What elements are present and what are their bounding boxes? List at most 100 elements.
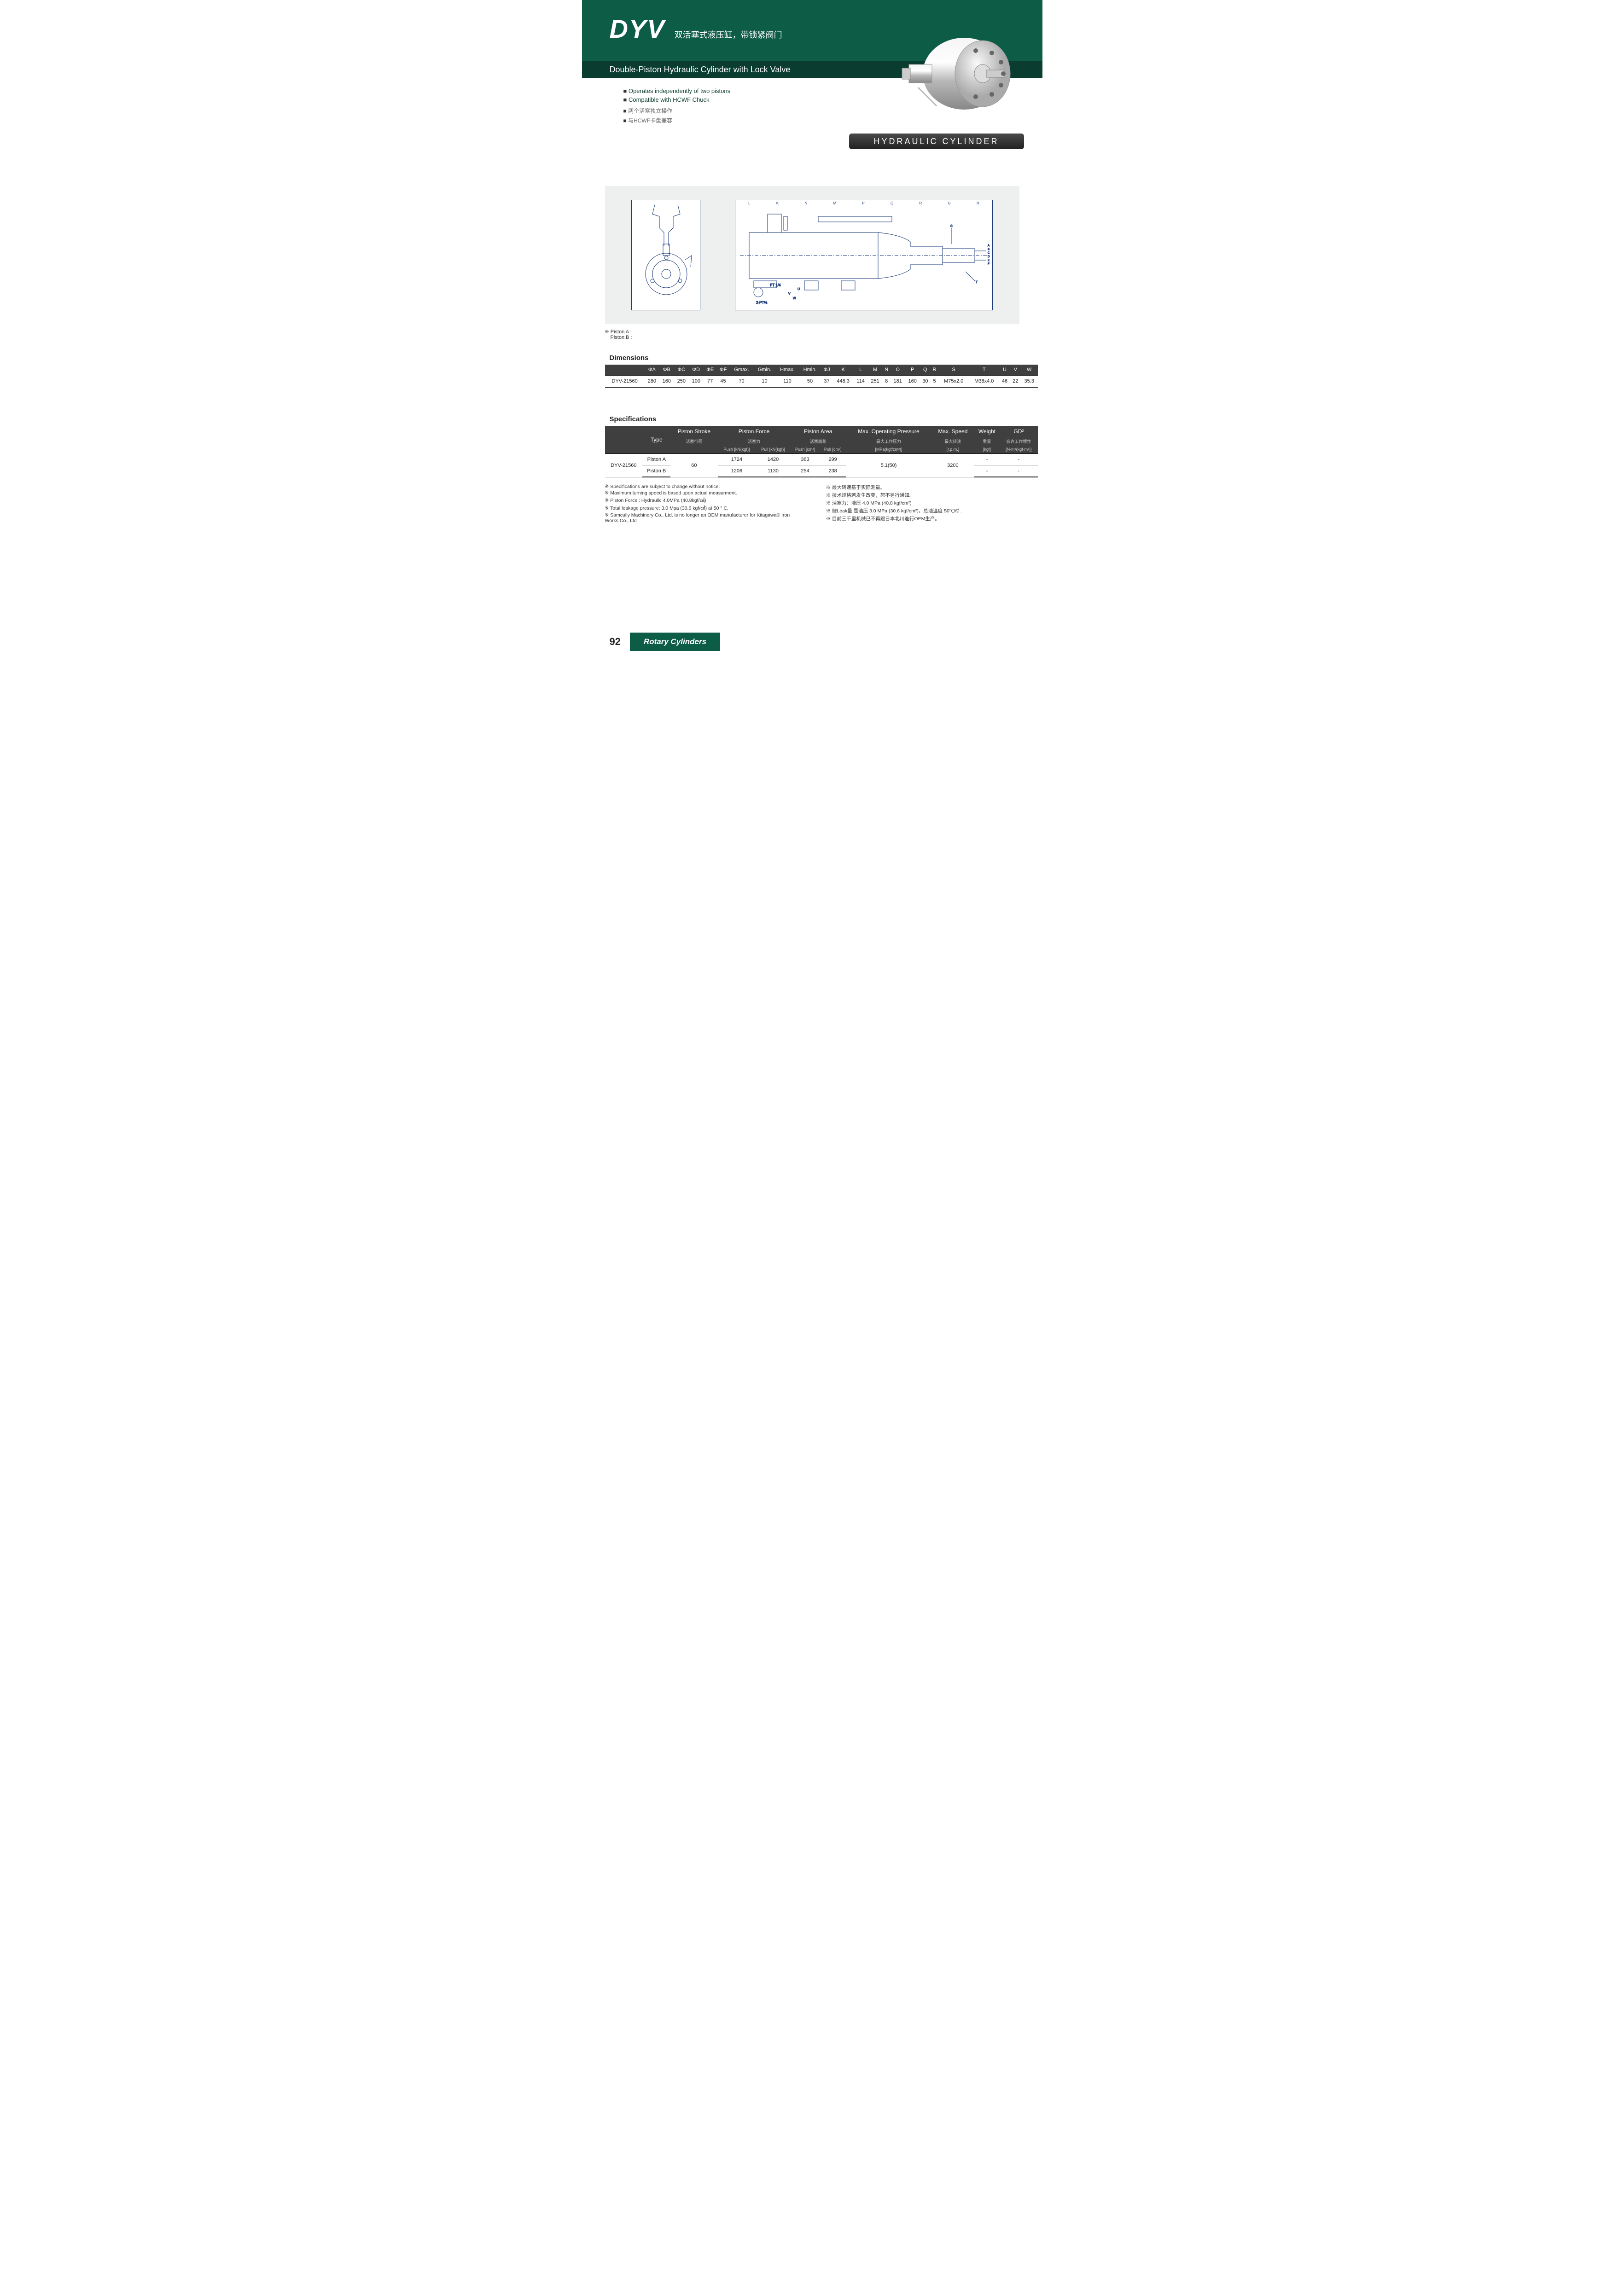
note-line: Samcully Machinery Co., Ltd. is no longe…	[605, 512, 798, 523]
svg-text:2-PT⅜: 2-PT⅜	[756, 301, 767, 305]
spec-pullf: 1420	[756, 453, 790, 465]
col-model	[605, 426, 643, 453]
dim-cell: 22	[1010, 375, 1021, 387]
spec-type: Piston B	[642, 465, 670, 477]
dim-header: U	[999, 365, 1010, 375]
dim-letter: L	[748, 201, 750, 205]
dim-cell: DYV-21560	[605, 375, 645, 387]
dim-cell: M36x4.0	[969, 375, 999, 387]
dimensions-title: Dimensions	[610, 354, 1042, 362]
dim-header: K	[833, 365, 854, 375]
dim-cell: 181	[891, 375, 905, 387]
dim-header: Q	[920, 365, 931, 375]
dim-header: ΦD	[689, 365, 704, 375]
note-line: 技术规格若发生改变，恕不另行通知。	[826, 492, 1019, 499]
spec-pusha: 254	[791, 465, 820, 477]
svg-text:D: D	[988, 256, 990, 258]
dim-cell: M75x2.0	[938, 375, 969, 387]
spec-pullf: 1130	[756, 465, 790, 477]
dim-header: R	[931, 365, 938, 375]
dim-header: L	[854, 365, 868, 375]
svg-text:T: T	[976, 281, 978, 284]
dim-letter: G	[948, 201, 950, 205]
spec-pulla: 238	[820, 465, 845, 477]
dim-cell: 448.3	[833, 375, 854, 387]
dim-cell: 37	[821, 375, 832, 387]
page-footer: 92 Rotary Cylinders	[582, 633, 721, 651]
category-badge: HYDRAULIC CYLINDER	[849, 134, 1024, 149]
dim-header: S	[938, 365, 969, 375]
dim-letter: N	[804, 201, 807, 205]
svg-text:PT 1/4: PT 1/4	[770, 283, 781, 287]
product-title: DYV	[610, 14, 665, 44]
dim-cell: 250	[674, 375, 689, 387]
note-line: 活塞力：液压 4.0 MPa (40.8 kgf/cm²)	[826, 500, 1019, 506]
spec-model: DYV-21560	[605, 453, 643, 477]
spec-weight: -	[974, 465, 1000, 477]
dim-cell: 45	[717, 375, 730, 387]
dim-header: Gmin.	[754, 365, 776, 375]
product-subtitle-cn: 双活塞式液压缸，带锁紧阀门	[675, 29, 782, 41]
dim-header: O	[891, 365, 905, 375]
dimensions-table: ΦAΦBΦCΦDΦEΦFGmax.Gmin.Hmax.Hmin.ΦJKLMNOP…	[605, 365, 1038, 388]
footnotes: Specifications are subject to change wit…	[605, 484, 1019, 524]
dim-cell: 160	[905, 375, 920, 387]
dim-header: ΦE	[704, 365, 717, 375]
dim-letter: M	[833, 201, 836, 205]
svg-text:W: W	[793, 297, 796, 300]
dim-cell: 46	[999, 375, 1010, 387]
dim-cell: 110	[775, 375, 799, 387]
dim-cell: 8	[883, 375, 891, 387]
dim-header: V	[1010, 365, 1021, 375]
svg-text:B: B	[988, 248, 990, 251]
svg-text:V: V	[788, 292, 791, 296]
note-line: Specifications are subject to change wit…	[605, 484, 798, 489]
dim-header: ΦJ	[821, 365, 832, 375]
dim-cell: 100	[689, 375, 704, 387]
note-line: 目前三千里机械已不再跟日本北川進行OEM生产。	[826, 515, 1019, 522]
dim-cell: 77	[704, 375, 717, 387]
svg-text:A: A	[988, 244, 990, 247]
dim-cell: 10	[754, 375, 776, 387]
dim-letter: Q	[891, 201, 893, 205]
dim-header: ΦF	[717, 365, 730, 375]
dim-header: ΦC	[674, 365, 689, 375]
footer-category: Rotary Cylinders	[630, 633, 720, 651]
product-photo	[886, 28, 1024, 120]
svg-text:C: C	[988, 252, 990, 255]
dim-cell: 280	[645, 375, 659, 387]
technical-drawing: L K N M P Q R G H PT 1/4 2-PT⅜	[605, 186, 1019, 324]
piston-note-b: Piston B :	[605, 335, 1042, 340]
page-number: 92	[582, 636, 630, 648]
dim-header: ΦB	[659, 365, 674, 375]
svg-text:S: S	[950, 225, 953, 228]
note-line: Total leakage pressure: 3.0 Mpa (30.6 kg…	[605, 505, 798, 512]
dim-header: ΦA	[645, 365, 659, 375]
spec-pulla: 299	[820, 453, 845, 465]
dim-header: N	[883, 365, 891, 375]
dim-header: Gmax.	[730, 365, 754, 375]
piston-note: ※ Piston A : Piston B :	[605, 329, 1042, 340]
col-force: Piston Force	[718, 426, 791, 437]
note-line: Piston Force : Hydraulic 4.0MPa (40.8kgf…	[605, 497, 798, 504]
spec-weight: -	[974, 453, 1000, 465]
dim-cell: 30	[920, 375, 931, 387]
note-line: 總Leak量 是油压 3.0 MPa (30.6 kgf/cm²)，总油温度 5…	[826, 507, 1019, 514]
svg-text:E: E	[988, 259, 990, 262]
spec-gd: -	[1000, 453, 1037, 465]
dim-cell: 35.3	[1021, 375, 1038, 387]
dim-header	[605, 365, 645, 375]
dim-letter: R	[919, 201, 922, 205]
dim-letter: P	[862, 201, 864, 205]
note-line: 最大转速基于实际测量。	[826, 484, 1019, 491]
col-pressure: Max. Operating Pressure	[846, 426, 931, 437]
dim-letter: K	[776, 201, 779, 205]
spec-pushf: 1206	[718, 465, 756, 477]
spec-pusha: 363	[791, 453, 820, 465]
col-speed: Max. Speed	[931, 426, 974, 437]
dim-header: T	[969, 365, 999, 375]
dim-header: P	[905, 365, 920, 375]
dim-cell: 5	[931, 375, 938, 387]
dim-header: M	[868, 365, 883, 375]
dim-header: Hmin.	[799, 365, 821, 375]
